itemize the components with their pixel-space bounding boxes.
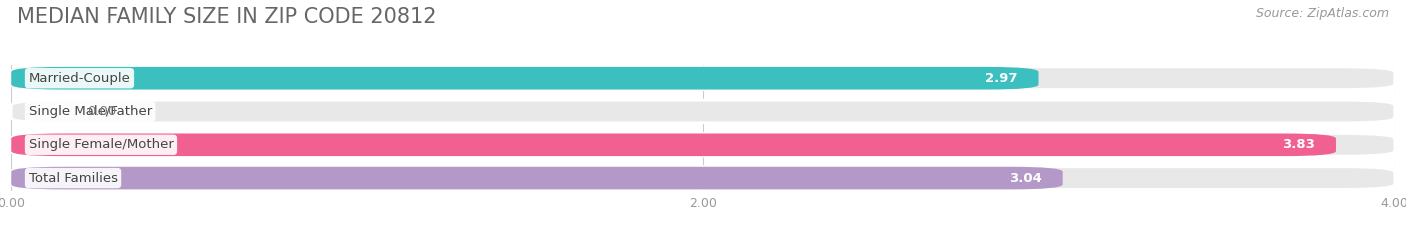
Text: Single Male/Father: Single Male/Father	[28, 105, 152, 118]
Text: Single Female/Mother: Single Female/Mother	[28, 138, 173, 151]
FancyBboxPatch shape	[11, 134, 1336, 156]
FancyBboxPatch shape	[11, 134, 1395, 156]
FancyBboxPatch shape	[11, 167, 1063, 189]
Text: 2.97: 2.97	[986, 72, 1018, 85]
Text: 0.00: 0.00	[87, 105, 117, 118]
Text: 3.04: 3.04	[1010, 171, 1042, 185]
FancyBboxPatch shape	[11, 100, 1395, 123]
Text: Source: ZipAtlas.com: Source: ZipAtlas.com	[1256, 7, 1389, 20]
Text: Married-Couple: Married-Couple	[28, 72, 131, 85]
FancyBboxPatch shape	[11, 167, 1395, 189]
Text: Total Families: Total Families	[28, 171, 118, 185]
Text: 3.83: 3.83	[1282, 138, 1315, 151]
FancyBboxPatch shape	[11, 67, 1395, 89]
FancyBboxPatch shape	[11, 67, 1039, 89]
Text: MEDIAN FAMILY SIZE IN ZIP CODE 20812: MEDIAN FAMILY SIZE IN ZIP CODE 20812	[17, 7, 436, 27]
